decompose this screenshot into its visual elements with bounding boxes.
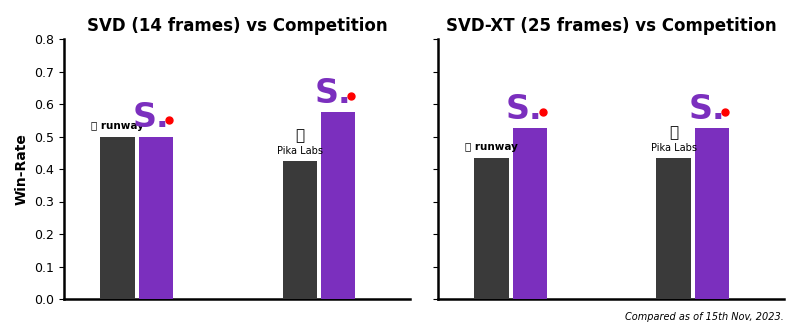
Title: SVD-XT (25 frames) vs Competition: SVD-XT (25 frames) vs Competition bbox=[446, 17, 776, 35]
Text: Ⓡ runway: Ⓡ runway bbox=[465, 142, 518, 152]
Bar bbox=[101, 136, 135, 299]
Title: SVD (14 frames) vs Competition: SVD (14 frames) vs Competition bbox=[86, 17, 387, 35]
Text: Pika Labs: Pika Labs bbox=[277, 146, 323, 156]
Text: 🦊: 🦊 bbox=[670, 125, 678, 140]
Bar bbox=[513, 128, 547, 299]
Bar bbox=[138, 136, 174, 299]
Text: S.: S. bbox=[506, 93, 542, 126]
Text: Ⓡ runway: Ⓡ runway bbox=[91, 121, 144, 131]
Bar bbox=[694, 128, 730, 299]
Y-axis label: Win-Rate: Win-Rate bbox=[14, 133, 29, 205]
Text: S.: S. bbox=[132, 101, 169, 134]
Bar bbox=[657, 158, 691, 299]
Bar bbox=[474, 158, 509, 299]
Text: S.: S. bbox=[688, 93, 725, 126]
Text: S.: S. bbox=[314, 76, 351, 110]
Bar bbox=[321, 112, 355, 299]
Text: Compared as of 15th Nov, 2023.: Compared as of 15th Nov, 2023. bbox=[625, 312, 784, 322]
Bar bbox=[282, 161, 318, 299]
Text: Pika Labs: Pika Labs bbox=[650, 143, 697, 153]
Text: 🦊: 🦊 bbox=[295, 128, 305, 143]
